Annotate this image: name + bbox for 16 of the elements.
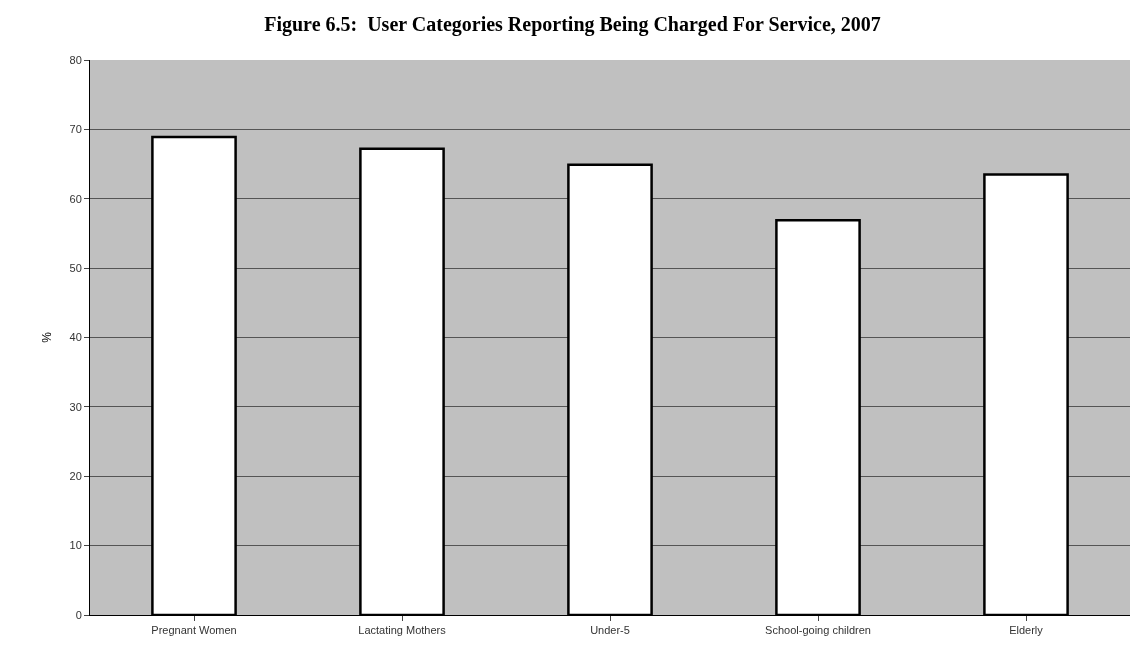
y-tick-label: 70 — [69, 123, 82, 136]
x-tick-label: Elderly — [1009, 624, 1044, 637]
y-tick-label: 80 — [69, 53, 82, 66]
x-tick-label: Lactating Mothers — [358, 624, 447, 637]
y-tick-label: 40 — [69, 331, 82, 344]
chart-title: Figure 6.5: User Categories Reporting Being Charged For Service, 2007 — [264, 12, 881, 36]
x-tick-label: Pregnant Women — [151, 624, 237, 637]
y-tick-label: 30 — [69, 400, 82, 413]
y-tick-label: 60 — [69, 192, 82, 205]
x-tick-label: Under-5 — [590, 624, 630, 637]
y-tick-label: 0 — [75, 608, 82, 621]
x-tick-label: School-going children — [765, 624, 871, 637]
y-tick-label: 50 — [69, 261, 82, 274]
y-tick-label: 20 — [69, 470, 82, 483]
y-tick-label: 10 — [69, 539, 82, 552]
y-axis-title: % — [39, 331, 54, 343]
